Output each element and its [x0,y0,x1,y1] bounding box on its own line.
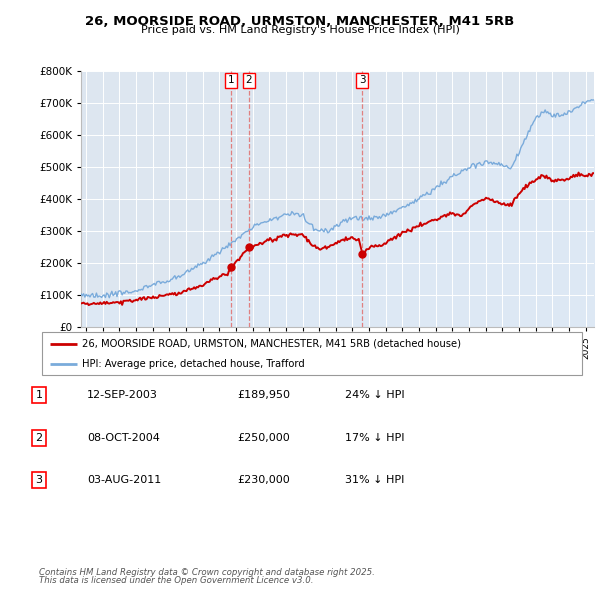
Text: Contains HM Land Registry data © Crown copyright and database right 2025.: Contains HM Land Registry data © Crown c… [39,568,375,577]
Text: 31% ↓ HPI: 31% ↓ HPI [345,476,404,485]
Text: 12-SEP-2003: 12-SEP-2003 [87,391,158,400]
Text: 08-OCT-2004: 08-OCT-2004 [87,433,160,442]
Text: 3: 3 [359,76,365,86]
Text: 2: 2 [245,76,252,86]
FancyBboxPatch shape [42,332,582,375]
Text: 2: 2 [35,433,43,442]
Text: 17% ↓ HPI: 17% ↓ HPI [345,433,404,442]
Text: HPI: Average price, detached house, Trafford: HPI: Average price, detached house, Traf… [83,359,305,369]
Text: 1: 1 [228,76,235,86]
Text: £230,000: £230,000 [237,476,290,485]
Text: 26, MOORSIDE ROAD, URMSTON, MANCHESTER, M41 5RB (detached house): 26, MOORSIDE ROAD, URMSTON, MANCHESTER, … [83,339,461,349]
Text: 1: 1 [35,391,43,400]
Text: 03-AUG-2011: 03-AUG-2011 [87,476,161,485]
Text: 24% ↓ HPI: 24% ↓ HPI [345,391,404,400]
Text: £189,950: £189,950 [237,391,290,400]
Text: £250,000: £250,000 [237,433,290,442]
Text: This data is licensed under the Open Government Licence v3.0.: This data is licensed under the Open Gov… [39,576,314,585]
Text: 26, MOORSIDE ROAD, URMSTON, MANCHESTER, M41 5RB: 26, MOORSIDE ROAD, URMSTON, MANCHESTER, … [85,15,515,28]
Text: 3: 3 [35,476,43,485]
Text: Price paid vs. HM Land Registry's House Price Index (HPI): Price paid vs. HM Land Registry's House … [140,25,460,35]
